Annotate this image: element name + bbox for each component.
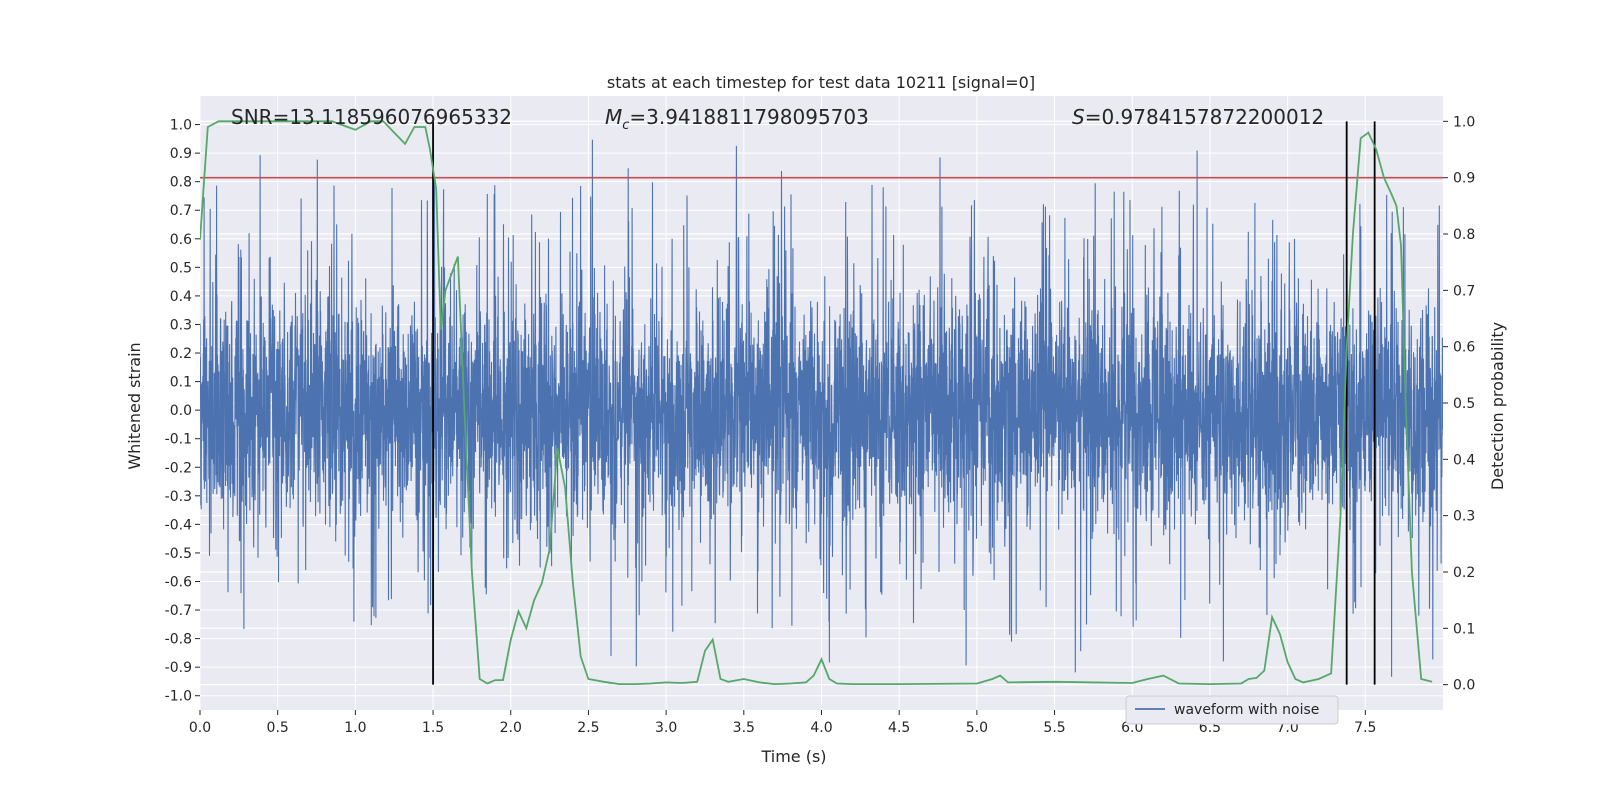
y2-tick-label: 0.8 bbox=[1453, 227, 1475, 243]
x-tick-label: 5.5 bbox=[1043, 720, 1065, 736]
waveform-series bbox=[200, 139, 1443, 677]
s-value: =0.9784157872200012 bbox=[1085, 105, 1324, 129]
significance-annotation: S=0.9784157872200012 bbox=[1072, 105, 1324, 129]
y2-tick-label: 1.0 bbox=[1453, 114, 1475, 130]
x-tick-label: 4.5 bbox=[888, 720, 910, 736]
y2-axis-label: Detection probability bbox=[1488, 322, 1507, 490]
s-symbol: S bbox=[1072, 105, 1085, 129]
y-tick-label: -0.5 bbox=[165, 546, 192, 562]
x-tick-label: 1.5 bbox=[422, 720, 444, 736]
y-tick-label: -1.0 bbox=[165, 689, 192, 705]
mc-symbol: M bbox=[605, 105, 622, 129]
y-tick-label: -0.2 bbox=[165, 460, 192, 476]
x-tick-label: 3.0 bbox=[655, 720, 677, 736]
y2-tick-label: 0.2 bbox=[1453, 565, 1475, 581]
y-tick-label: 0.5 bbox=[170, 260, 192, 276]
right-y-axis: 1.0 0.9 0.8 0.7 0.6 0.5 0.4 0.3 0.2 0.1 0.0 bbox=[1443, 114, 1475, 694]
interval-bounds bbox=[432, 121, 1376, 685]
y-tick-label: -0.9 bbox=[165, 660, 192, 676]
y-tick-label: -0.7 bbox=[165, 603, 192, 619]
y-tick-label: 1.0 bbox=[170, 118, 192, 134]
y-axis-label: Whitened strain bbox=[125, 342, 144, 469]
x-tick-label: 7.5 bbox=[1354, 720, 1376, 736]
x-tick-label: 2.5 bbox=[577, 720, 599, 736]
y-tick-label: -0.8 bbox=[165, 632, 192, 648]
snr-label: SNR bbox=[231, 105, 273, 129]
y2-tick-label: 0.7 bbox=[1453, 283, 1475, 299]
mc-subscript: c bbox=[622, 118, 629, 133]
y-tick-label: 0.9 bbox=[170, 146, 192, 162]
x-tick-label: 5.0 bbox=[966, 720, 988, 736]
x-axis-label: Time (s) bbox=[760, 747, 826, 766]
legend-label: waveform with noise bbox=[1174, 702, 1319, 718]
y-tick-label: -0.3 bbox=[165, 489, 192, 505]
probability-series bbox=[200, 120, 1433, 686]
x-tick-label: 0.5 bbox=[267, 720, 289, 736]
x-tick-label: 2.0 bbox=[500, 720, 522, 736]
legend: waveform with noise bbox=[1125, 695, 1339, 725]
snr-annotation: SNR=13.118596076965332 bbox=[231, 105, 512, 129]
y-tick-label: 0.4 bbox=[170, 289, 192, 305]
y2-tick-label: 0.6 bbox=[1453, 340, 1475, 356]
y-tick-label: 0.8 bbox=[170, 175, 192, 191]
y-tick-label: 0.3 bbox=[170, 317, 192, 333]
chart-title: stats at each timestep for test data 102… bbox=[607, 73, 1035, 92]
chirp-mass-annotation: Mc=3.9418811798095703 bbox=[605, 105, 869, 133]
left-y-axis: 1.0 0.9 0.8 0.7 0.6 0.5 0.4 0.3 0.2 0.1 0.0 -0.1 -0.… bbox=[165, 118, 200, 705]
x-tick-label: 3.5 bbox=[733, 720, 755, 736]
x-tick-label: 1.0 bbox=[344, 720, 366, 736]
legend-box bbox=[1125, 695, 1339, 725]
x-tick-label: 0.0 bbox=[189, 720, 211, 736]
y2-tick-label: 0.0 bbox=[1453, 678, 1475, 694]
y-tick-label: 0.7 bbox=[170, 203, 192, 219]
y2-tick-label: 0.1 bbox=[1453, 621, 1475, 637]
x-tick-label: 4.0 bbox=[810, 720, 832, 736]
y2-tick-label: 0.5 bbox=[1453, 396, 1475, 412]
y-tick-label: 0.0 bbox=[170, 403, 192, 419]
y-tick-label: -0.4 bbox=[165, 517, 192, 533]
y-tick-label: 0.2 bbox=[170, 346, 192, 362]
y-tick-label: -0.1 bbox=[165, 432, 192, 448]
y-tick-label: -0.6 bbox=[165, 574, 192, 590]
snr-value: =13.118596076965332 bbox=[273, 105, 512, 129]
y2-tick-label: 0.9 bbox=[1453, 171, 1475, 187]
y2-tick-label: 0.4 bbox=[1453, 452, 1475, 468]
y-tick-label: 0.1 bbox=[170, 375, 192, 391]
y2-tick-label: 0.3 bbox=[1453, 509, 1475, 525]
y-tick-label: 0.6 bbox=[170, 232, 192, 248]
mc-value: =3.9418811798095703 bbox=[629, 105, 868, 129]
